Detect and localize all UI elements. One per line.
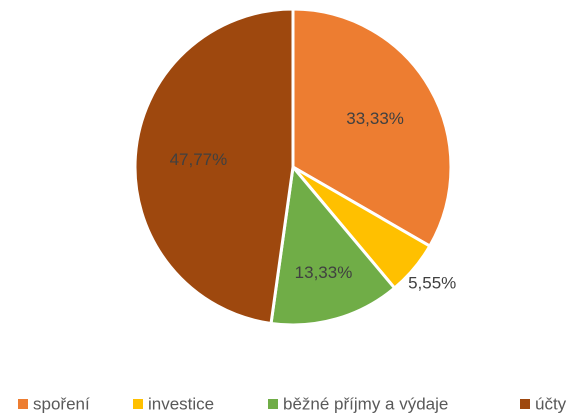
pie-slice [269,163,397,327]
pie-slice [291,7,453,249]
legend-swatch [520,399,530,409]
legend-label: spoření [33,394,90,413]
data-label: 13,33% [295,263,353,282]
legend-swatch [268,399,278,409]
data-label: 47,77% [170,150,228,169]
legend-label: investice [148,394,214,413]
data-label: 5,55% [408,273,456,292]
pie-slice [133,7,295,326]
legend-label: účty [535,394,567,413]
data-label: 33,33% [346,109,404,128]
legend-label: běžné příjmy a výdaje [283,394,448,413]
legend-swatch [133,399,143,409]
legend-swatch [18,399,28,409]
